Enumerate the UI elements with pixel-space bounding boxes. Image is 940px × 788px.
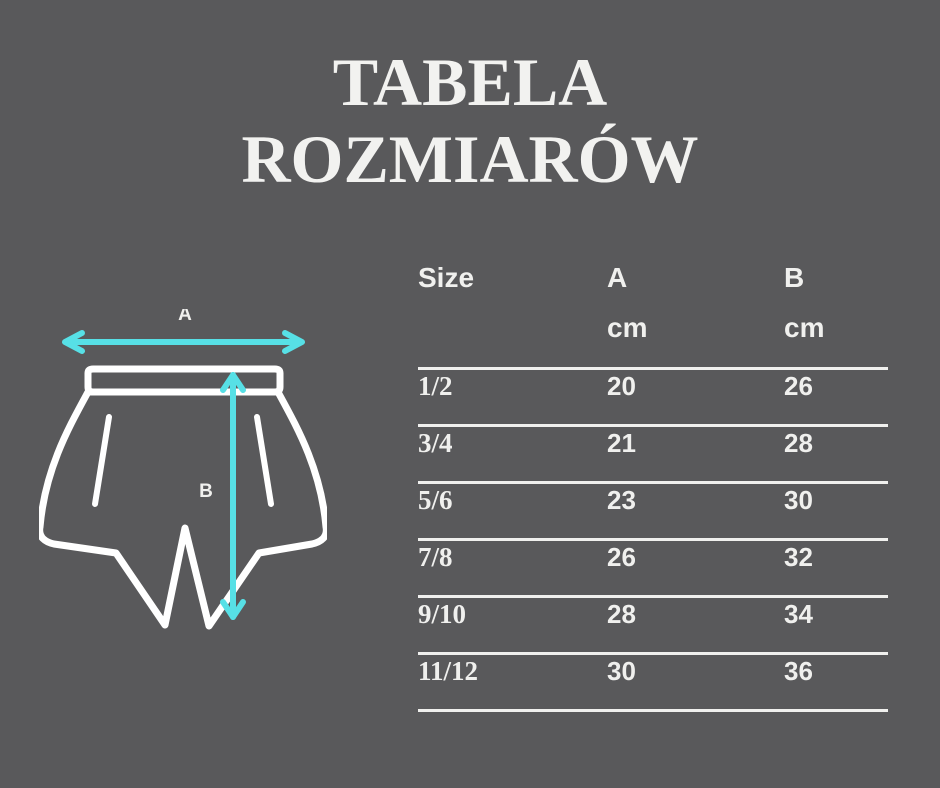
svg-text:B: B <box>199 481 213 502</box>
svg-text:A: A <box>178 309 192 325</box>
